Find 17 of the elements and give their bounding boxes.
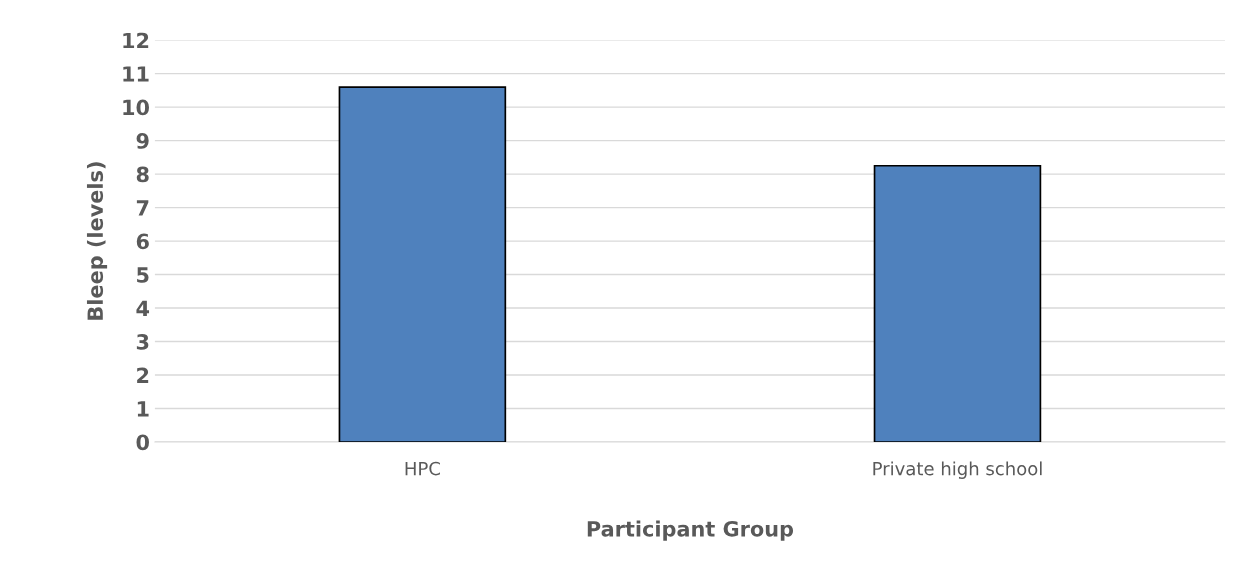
x-axis-title: Participant Group xyxy=(587,520,794,541)
y-tick-label: 7 xyxy=(136,200,149,216)
y-tick-label: 5 xyxy=(137,267,149,283)
y-tick-label: 8 xyxy=(136,166,149,183)
y-tick-label: 1 xyxy=(137,401,149,417)
x-tick-label: HPC xyxy=(405,461,440,476)
y-tick-label: 11 xyxy=(123,66,149,82)
y-tick-label: 4 xyxy=(136,300,150,316)
y-tick-label: 10 xyxy=(123,99,149,116)
x-tick-label: Private high school xyxy=(873,461,1042,479)
y-tick-label: 2 xyxy=(137,367,149,383)
y-tick-label: 9 xyxy=(136,133,149,149)
y-tick-label: 12 xyxy=(123,32,149,49)
y-tick-label: 6 xyxy=(136,233,149,250)
y-tick-label: 3 xyxy=(136,333,149,350)
y-tick-label: 0 xyxy=(136,434,149,451)
y-axis-title: Bleep (levels) xyxy=(86,162,108,320)
